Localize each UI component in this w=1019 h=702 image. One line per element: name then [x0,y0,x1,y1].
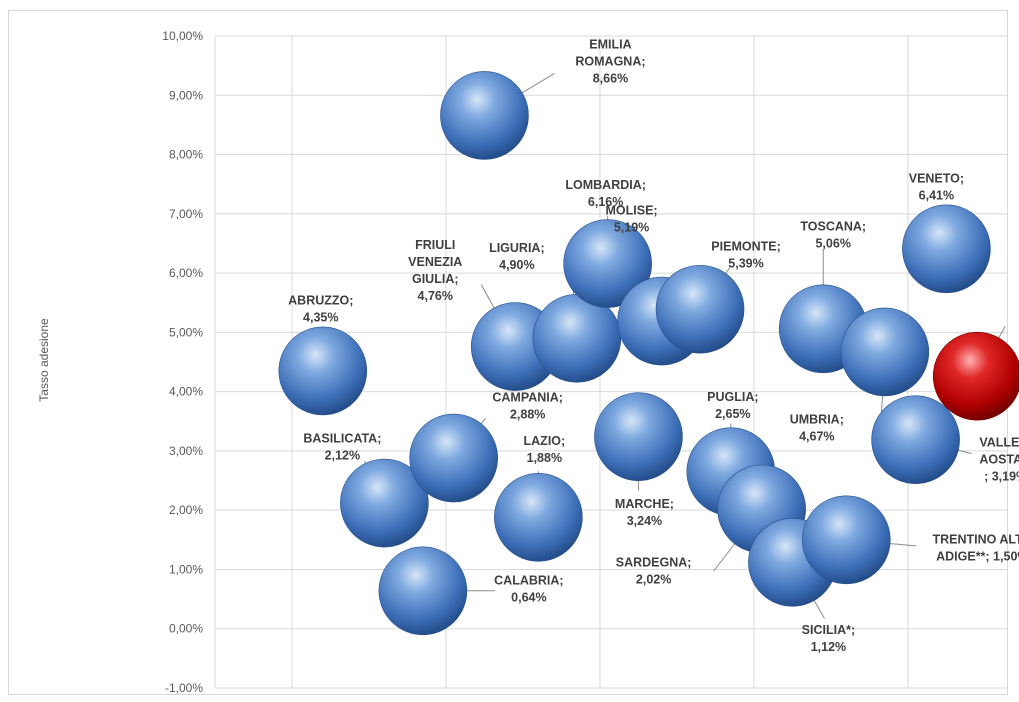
data-label-friuli-venezia-giulia: VENEZIA [408,255,462,269]
bubble-veneto [902,204,991,294]
y-tick-label: 0,00% [169,622,203,636]
data-label-veneto: VENETO; [909,171,964,185]
data-label-calabria: CALABRIA; [494,573,563,587]
y-tick-label: 8,00% [169,148,203,162]
y-tick-label: 2,00% [169,503,203,517]
data-label-friuli-venezia-giulia: GIULIA; [412,272,459,286]
data-label-liguria: 4,90% [499,258,534,272]
data-labels: ABRUZZO; 4,35% BASILICATA; 2,12% CALABRIA; 0,… [288,37,1019,653]
bubble-umbria [840,307,930,397]
bubble-basilicata [340,458,429,548]
bubble-lombardia [563,219,652,308]
data-label-calabria: 0,64% [511,590,546,604]
data-label-veneto: 6,41% [919,188,954,202]
data-label-lazio: 1,88% [527,451,562,465]
data-label-trentino-alto-adige: ADIGE**; 1,50% [936,549,1019,563]
data-label-valle-d-aosta: ; 3,19% [984,470,1019,484]
bubble-italia [932,331,1019,421]
data-label-friuli-venezia-giulia: FRIULI [415,238,455,252]
data-label-umbria: 4,67% [799,429,834,443]
y-axis-label: Tasso adesione [37,318,51,402]
y-tick-label: 7,00% [169,207,203,221]
bubble-abruzzo [278,326,368,416]
data-label-abruzzo: 4,35% [303,310,338,324]
bubble-piemonte [655,264,745,354]
data-label-valle-d-aosta: VALLE D [979,436,1019,450]
y-tick-label: 1,00% [169,562,203,576]
data-label-sicilia: 1,12% [811,640,846,654]
data-label-molise: 5,19% [614,221,649,235]
y-tick-label: 5,00% [169,325,203,339]
y-tick-label: 4,00% [169,385,203,399]
bubble-valle-d-aosta [871,395,960,484]
data-label-sicilia: SICILIA*; [802,623,855,637]
y-tick-label: 10,00% [162,29,203,43]
data-label-marche: MARCHE; [615,497,674,511]
data-label-trentino-alto-adige: TRENTINO ALTO [932,532,1019,546]
y-tick-label: 6,00% [169,266,203,280]
data-label-puglia: PUGLIA; [707,390,758,404]
data-label-emilia-romagna: 8,66% [593,71,628,85]
data-label-emilia-romagna: ROMAGNA; [575,54,645,68]
data-label-umbria: UMBRIA; [790,412,844,426]
data-label-liguria: LIGURIA; [489,241,545,255]
data-label-abruzzo: ABRUZZO; [288,293,353,307]
y-tick-label: 3,00% [169,444,203,458]
data-label-toscana: 5,06% [815,236,850,250]
data-label-basilicata: BASILICATA; [303,432,381,446]
bubbles [278,71,1019,636]
data-label-basilicata: 2,12% [325,449,360,463]
data-label-campania: 2,88% [510,408,545,422]
data-label-sardegna: 2,02% [636,572,671,586]
bubble-emilia-romagna [440,71,529,160]
bubble-trentino-alto-adige [802,495,891,585]
bubble-marche [594,392,683,481]
data-label-molise: MOLISE; [605,204,657,218]
data-label-emilia-romagna: EMILIA [589,37,631,51]
data-label-lombardia: LOMBARDIA; [565,178,646,192]
bubble-lazio [494,472,583,562]
data-label-lazio: LAZIO; [524,434,566,448]
data-label-lombardia: 6,16% [588,195,623,209]
data-label-marche: 3,24% [627,514,662,528]
y-tick-label: -1,00% [165,681,203,695]
y-tick-label: 9,00% [169,88,203,102]
data-label-valle-d-aosta: AOSTA** [979,453,1019,467]
bubble-campania [409,413,498,503]
data-label-friuli-venezia-giulia: 4,76% [418,289,453,303]
data-label-puglia: 2,65% [715,407,750,421]
data-label-toscana: TOSCANA; [800,219,866,233]
data-label-piemonte: 5,39% [728,257,763,271]
data-label-campania: CAMPANIA; [492,391,563,405]
data-label-sardegna: SARDEGNA; [616,555,692,569]
data-label-piemonte: PIEMONTE; [711,240,780,254]
bubble-calabria [378,546,468,636]
y-axis: -1,00% 0,00% 1,00% 2,00% 3,00% 4,00% 5,00% 6,00… [162,29,216,695]
